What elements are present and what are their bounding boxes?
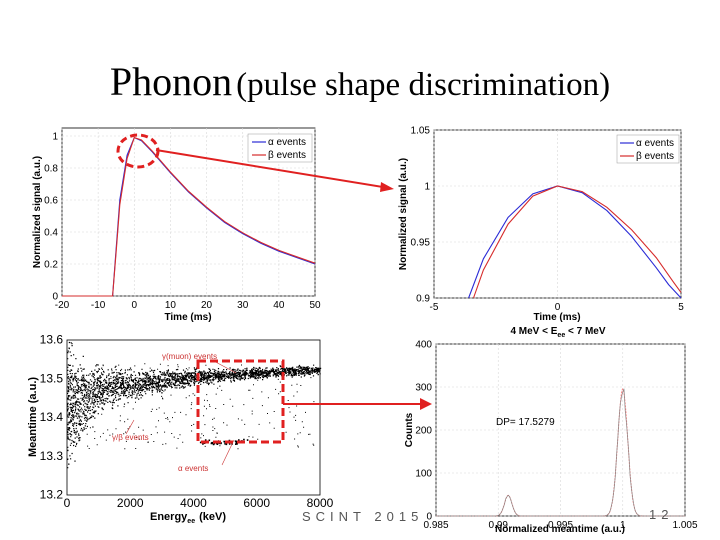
page-number: 12 [649, 507, 673, 522]
histogram-ytick-label: 200 [415, 426, 432, 437]
slide-title: Phonon (pulse shape discrimination) [0, 58, 720, 105]
scatter-alpha-cluster [199, 438, 249, 446]
pulse-full-legend-beta: β events [268, 150, 306, 161]
scatter-xtick-label: 6000 [243, 496, 270, 510]
pulse-zoom-xtick-label: 5 [678, 302, 684, 313]
pulse-full-legend-box [247, 133, 313, 163]
scatter-xtick-label: 8000 [307, 496, 334, 510]
scatter-arrow-alpha [221, 439, 235, 466]
pulse-zoom-series-beta [472, 185, 682, 299]
pulse-full-xtick-label: -10 [91, 300, 106, 311]
scatter-xtick-label: 0 [64, 496, 71, 510]
histogram-title: 4 MeV < Eee < 7 MeV [510, 326, 605, 339]
scatter-ytick-label: 13.3 [40, 449, 64, 463]
histogram-ytick-label: 300 [415, 383, 432, 394]
histogram-ylabel: Counts [404, 412, 415, 447]
scatter-annotation-alpha: α events [178, 464, 208, 473]
pulse-zoom-legend: α events β events [616, 134, 680, 164]
scatter-ylabel: Meantime (a.u.) [27, 377, 39, 457]
zoom-arrow-top-head [380, 182, 394, 192]
pulse-full-xtick-label: 10 [165, 300, 177, 311]
pulse-full-xtick-label: 0 [132, 300, 138, 311]
pulse-full-legend-alpha: α events [268, 137, 306, 148]
meantime-scatter-chart: 0 2000 4000 6000 8000 13.2 13.3 13.4 13.5 13.6 γ(… [27, 333, 334, 526]
histogram-xtick-label: 1 [620, 520, 626, 531]
histogram-xtick-label: 0.985 [423, 520, 448, 531]
pulse-full-legend: α events β events [247, 133, 313, 163]
scatter-annotation-beta: γ/β events [112, 433, 149, 442]
pulse-zoom-xtick-label: 0 [555, 302, 561, 313]
pulse-full-ytick-label: 0.4 [44, 228, 58, 239]
pulse-full-xtick-label: 40 [273, 300, 285, 311]
pulse-zoom-chart: -5 0 5 0.9 0.95 1 1.05 Time (ms) Normalized si… [398, 126, 684, 324]
pulse-zoom-legend-box [616, 134, 680, 164]
pulse-full-chart: -20 -10 0 10 20 30 40 50 0 0.2 0.4 0.6 0.8 1 Time (ms… [32, 127, 321, 323]
pulse-zoom-ytick-label: 0.9 [416, 294, 430, 305]
scatter-arrow-beta [125, 419, 135, 435]
scatter-ytick-label: 13.4 [40, 410, 64, 424]
scatter-xlabel: Energyee (keV) [150, 511, 226, 525]
pulse-full-xtick-label: 30 [237, 300, 249, 311]
scatter-ytick-label: 13.5 [40, 371, 64, 385]
pulse-full-ytick-label: 0 [52, 292, 58, 303]
slide-title-main: Phonon [109, 59, 233, 104]
pulse-full-ytick-label: 1 [52, 132, 58, 143]
pulse-zoom-ytick-label: 1 [424, 182, 430, 193]
pulse-full-ytick-label: 0.6 [44, 196, 58, 207]
selection-arrow-head [420, 398, 432, 410]
pulse-full-ylabel: Normalized signal (a.u.) [32, 156, 43, 268]
histogram-xtick-label: 1.005 [672, 520, 697, 531]
slide-title-sub: (pulse shape discrimination) [236, 67, 611, 103]
histogram-xlabel: Normalized meantime (a.u.) [495, 524, 625, 535]
pulse-full-xtick-label: 20 [201, 300, 213, 311]
histogram-xtick-label: 0.99 [489, 520, 509, 531]
scatter-ytick-label: 13.6 [40, 333, 64, 347]
pulse-zoom-ylabel: Normalized signal (a.u.) [398, 158, 409, 270]
histogram-data-trace [436, 388, 685, 517]
footer-conference: SCINT 2015 [302, 509, 423, 524]
meantime-histogram-chart: 4 MeV < Eee < 7 MeV 0.985 0.99 0.995 1 1.005… [404, 326, 698, 535]
pulse-zoom-ytick-label: 0.95 [411, 238, 431, 249]
scatter-ytick-label: 13.2 [40, 488, 64, 502]
energy-selection-box [196, 359, 285, 444]
pulse-full-ytick-label: 0.8 [44, 164, 58, 175]
pulse-zoom-xlabel: Time (ms) [533, 312, 580, 323]
pulse-zoom-series-alpha [468, 185, 682, 299]
pulse-zoom-ytick-label: 1.05 [411, 126, 431, 137]
histogram-ytick-label: 400 [415, 340, 432, 351]
scatter-xtick-label: 4000 [180, 496, 207, 510]
pulse-full-series-beta [62, 136, 316, 297]
zoom-arrow-top [155, 149, 384, 188]
pulse-full-ytick-label: 0.2 [44, 260, 58, 271]
scatter-plot-area [66, 339, 321, 496]
histogram-ytick-label: 100 [415, 469, 432, 480]
scatter-annotation-muon: γ(muon) events [162, 352, 217, 361]
pulse-full-xlabel: Time (ms) [164, 312, 211, 323]
histogram-annotation-dp: DP= 17.5279 [496, 417, 555, 428]
pulse-full-xtick-label: -20 [55, 300, 70, 311]
pulse-zoom-legend-alpha: α events [636, 138, 674, 149]
pulse-full-xtick-label: 50 [309, 300, 321, 311]
pulse-zoom-legend-beta: β events [636, 151, 674, 162]
scatter-band-points [67, 341, 322, 469]
histogram-xtick-label: 0.995 [548, 520, 573, 531]
scatter-xtick-label: 2000 [117, 496, 144, 510]
histogram-ytick-label: 0 [426, 512, 432, 523]
pulse-zoom-xtick-label: -5 [430, 302, 439, 313]
